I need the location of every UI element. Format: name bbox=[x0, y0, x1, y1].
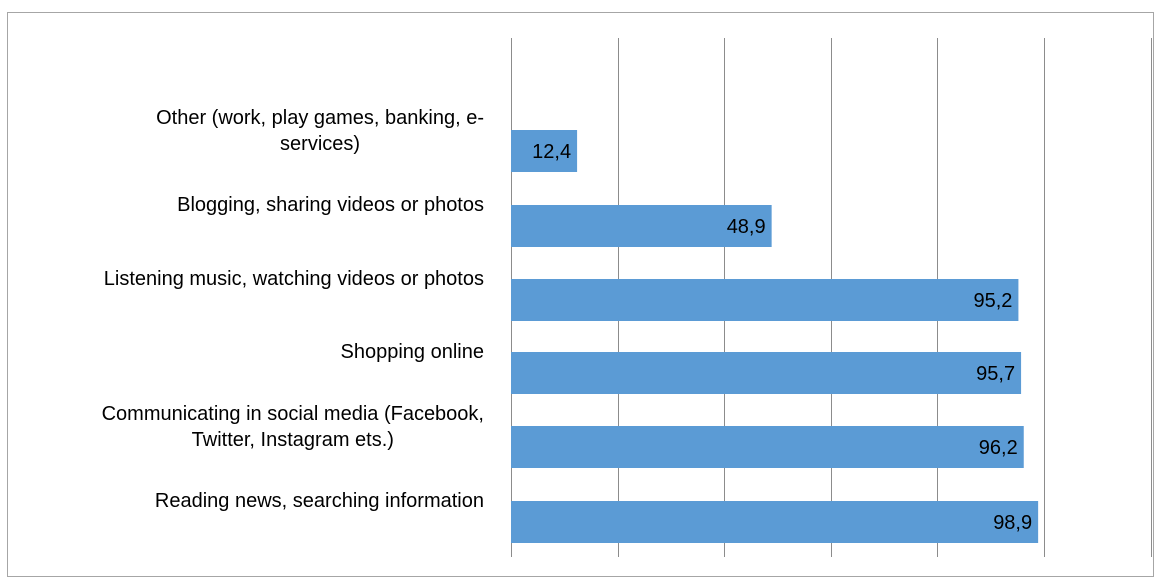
category-label-5-line-1: Communicating in social media (Facebook, bbox=[102, 403, 484, 425]
category-label-6-line-1: Reading news, searching information bbox=[155, 490, 484, 512]
bar-4 bbox=[511, 352, 1022, 394]
category-label-2-line-1: Blogging, sharing videos or photos bbox=[177, 194, 484, 216]
bars bbox=[511, 130, 1039, 543]
value-label-4: 95,7 bbox=[976, 363, 1015, 385]
value-labels: 12,4 48,9 95,2 95,7 96,2 98,9 bbox=[532, 141, 1032, 534]
bar-2 bbox=[511, 205, 772, 247]
category-labels: Other (work, play games, banking, e-serv… bbox=[102, 107, 484, 512]
category-label-2: Blogging, sharing videos or photos bbox=[177, 194, 484, 216]
category-label-1: Other (work, play games, banking, e-serv… bbox=[156, 107, 484, 155]
bar-3 bbox=[511, 279, 1019, 321]
category-label-6: Reading news, searching information bbox=[155, 490, 484, 512]
category-label-5: Communicating in social media (Facebook,… bbox=[102, 403, 484, 451]
value-label-5: 96,2 bbox=[979, 437, 1018, 459]
category-label-1-line-1: Other (work, play games, banking, e- bbox=[156, 107, 484, 129]
category-label-4: Shopping online bbox=[341, 341, 484, 363]
category-label-1-line-2: services) bbox=[280, 133, 360, 155]
category-label-3-line-1: Listening music, watching videos or phot… bbox=[104, 268, 484, 290]
category-label-4-line-1: Shopping online bbox=[341, 341, 484, 363]
category-label-3: Listening music, watching videos or phot… bbox=[104, 268, 484, 290]
category-label-5-line-2: Twitter, Instagram ets.) bbox=[192, 429, 394, 451]
bar-5 bbox=[511, 426, 1024, 468]
bar-6 bbox=[511, 501, 1039, 543]
value-label-3: 95,2 bbox=[973, 290, 1012, 312]
value-label-6: 98,9 bbox=[993, 512, 1032, 534]
value-label-1: 12,4 bbox=[532, 141, 571, 163]
bar-1 bbox=[511, 130, 578, 172]
value-label-2: 48,9 bbox=[727, 216, 766, 238]
